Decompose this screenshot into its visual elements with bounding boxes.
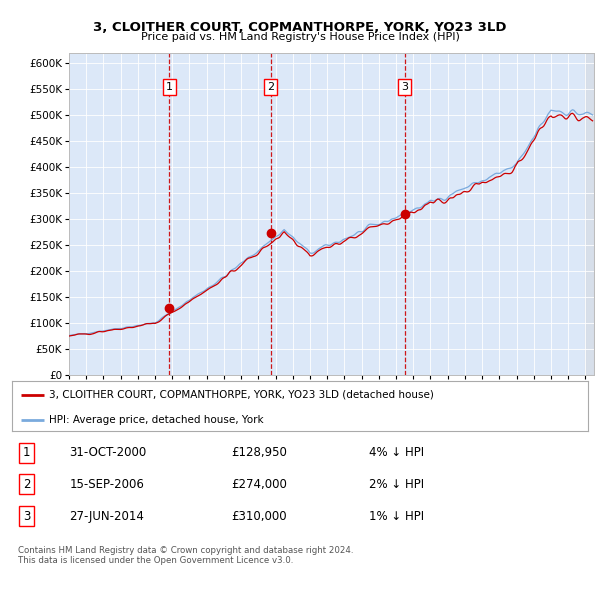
Text: 31-OCT-2000: 31-OCT-2000 xyxy=(70,446,147,459)
Text: Contains HM Land Registry data © Crown copyright and database right 2024.
This d: Contains HM Land Registry data © Crown c… xyxy=(18,546,353,565)
Text: 1: 1 xyxy=(23,446,30,459)
Text: 4% ↓ HPI: 4% ↓ HPI xyxy=(369,446,424,459)
Text: £274,000: £274,000 xyxy=(231,478,287,491)
Text: 27-JUN-2014: 27-JUN-2014 xyxy=(70,510,145,523)
Text: 2% ↓ HPI: 2% ↓ HPI xyxy=(369,478,424,491)
Text: 3: 3 xyxy=(401,82,408,92)
Text: 2: 2 xyxy=(267,82,274,92)
Text: 3: 3 xyxy=(23,510,30,523)
Text: 1% ↓ HPI: 1% ↓ HPI xyxy=(369,510,424,523)
Text: 3, CLOITHER COURT, COPMANTHORPE, YORK, YO23 3LD: 3, CLOITHER COURT, COPMANTHORPE, YORK, Y… xyxy=(93,21,507,34)
Text: 3, CLOITHER COURT, COPMANTHORPE, YORK, YO23 3LD (detached house): 3, CLOITHER COURT, COPMANTHORPE, YORK, Y… xyxy=(49,389,434,399)
Text: 2: 2 xyxy=(23,478,30,491)
Text: HPI: Average price, detached house, York: HPI: Average price, detached house, York xyxy=(49,415,264,425)
Text: Price paid vs. HM Land Registry's House Price Index (HPI): Price paid vs. HM Land Registry's House … xyxy=(140,32,460,42)
Text: £310,000: £310,000 xyxy=(231,510,287,523)
Text: 15-SEP-2006: 15-SEP-2006 xyxy=(70,478,145,491)
Text: 1: 1 xyxy=(166,82,173,92)
Text: £128,950: £128,950 xyxy=(231,446,287,459)
